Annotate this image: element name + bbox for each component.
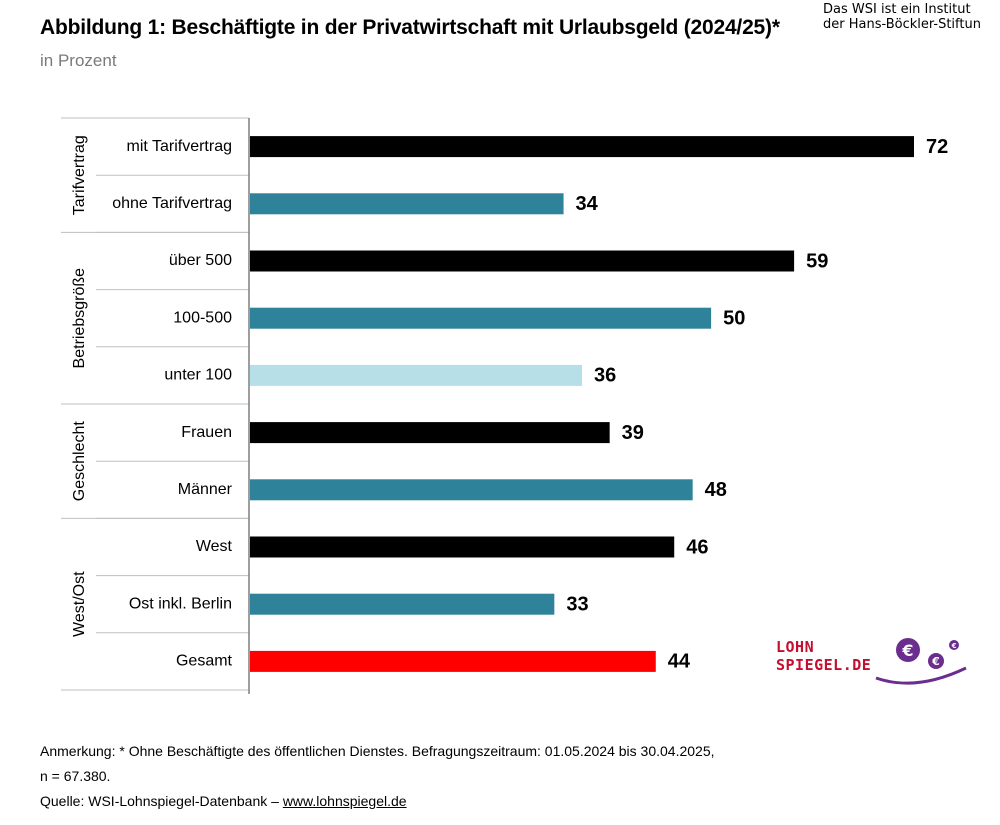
- category-label: West: [196, 538, 233, 555]
- group-label: Tarifvertrag: [71, 135, 88, 215]
- value-label: 33: [566, 593, 588, 615]
- value-label: 50: [723, 307, 745, 329]
- category-label: ohne Tarifvertrag: [112, 195, 232, 212]
- value-label: 44: [668, 651, 691, 673]
- bar: [250, 422, 610, 444]
- value-label: 36: [594, 365, 616, 387]
- group-label: Geschlecht: [71, 421, 88, 502]
- coin-large-icon: [896, 638, 920, 662]
- bar: [250, 136, 914, 158]
- institute-line-1: Das WSI ist ein Institut: [823, 2, 971, 17]
- category-label: unter 100: [164, 367, 232, 384]
- bar: [250, 250, 795, 272]
- value-label: 34: [576, 193, 599, 215]
- coin-medium-icon: [928, 653, 944, 669]
- group-label: West/Ost: [71, 571, 88, 637]
- coin-small-icon: [949, 640, 959, 650]
- institute-line-2: der Hans-Böckler-Stiftun: [823, 17, 981, 32]
- value-label: 39: [622, 422, 644, 444]
- footnote-line-2: n = 67.380.: [40, 768, 111, 784]
- bar: [250, 193, 564, 215]
- svg-text:€: €: [901, 641, 913, 660]
- category-label: über 500: [169, 252, 232, 269]
- category-label: Frauen: [181, 424, 232, 441]
- footnote-line-1: Anmerkung: * Ohne Beschäftigte des öffen…: [40, 743, 715, 759]
- lohnspiegel-logo: LOHN SPIEGEL.DE € € €: [776, 628, 976, 698]
- value-label: 46: [686, 536, 708, 558]
- source-prefix: Quelle: WSI-Lohnspiegel-Datenbank –: [40, 793, 283, 809]
- value-label: 48: [705, 479, 727, 501]
- category-label: 100-500: [173, 309, 232, 326]
- svg-text:€: €: [951, 642, 957, 650]
- category-label: mit Tarifvertrag: [126, 138, 232, 155]
- swoosh-icon: [875, 666, 967, 685]
- chart-title: Abbildung 1: Beschäftigte in der Privatw…: [40, 16, 780, 39]
- category-label: Männer: [178, 481, 233, 498]
- svg-text:€: €: [931, 655, 940, 668]
- logo-text: LOHN SPIEGEL.DE: [776, 638, 871, 674]
- logo-line-2: SPIEGEL.DE: [776, 656, 872, 674]
- category-label: Ost inkl. Berlin: [129, 595, 232, 612]
- bar: [250, 536, 675, 558]
- bar: [250, 307, 712, 329]
- category-label: Gesamt: [176, 653, 233, 670]
- bar: [250, 650, 656, 672]
- institute-note: Das WSI ist ein Institut der Hans-Böckle…: [823, 2, 981, 32]
- bar: [250, 479, 693, 501]
- value-label: 72: [926, 136, 948, 158]
- group-label: Betriebsgröße: [71, 268, 88, 369]
- logo-line-1: LOHN: [776, 638, 815, 656]
- source-link[interactable]: www.lohnspiegel.de: [282, 793, 407, 809]
- euro-coins-icon: € € €: [875, 638, 967, 685]
- bar: [250, 364, 582, 386]
- source-note: Quelle: WSI-Lohnspiegel-Datenbank – www.…: [40, 793, 407, 809]
- chart-subtitle: in Prozent: [40, 51, 117, 70]
- value-label: 59: [806, 250, 828, 272]
- bar: [250, 593, 555, 615]
